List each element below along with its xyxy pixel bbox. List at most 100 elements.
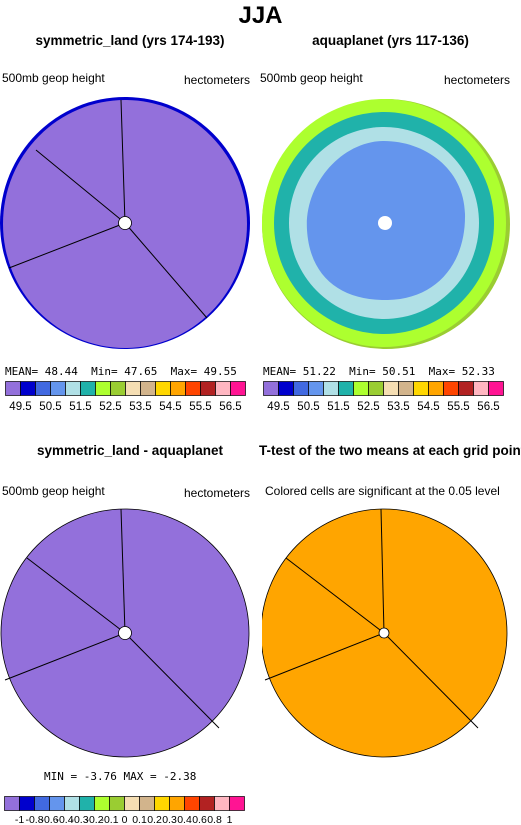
colorbar-tick-label: 0 [122, 814, 128, 825]
colorbar-cell [185, 381, 201, 396]
panel3-title: symmetric_land - aquaplanet [36, 443, 224, 458]
colorbar-cell [458, 381, 474, 396]
colorbar-tick-label: 54.5 [159, 401, 181, 413]
colorbar-tick-label: -0.2 [85, 814, 103, 825]
colorbar-cell [140, 381, 156, 396]
panel1-map [0, 97, 250, 349]
colorbar-tick-label: 51.5 [69, 401, 91, 413]
panel1-max-label: Max= [170, 365, 198, 378]
colorbar-cell [95, 381, 111, 396]
panel3-max-value: -2.38 [163, 770, 197, 783]
colorbar-tick-label: -0.1 [100, 814, 118, 825]
colorbar-cell [155, 381, 171, 396]
colorbar-tick-label: -0.6 [40, 814, 58, 825]
colorbar-tick-label: 53.5 [387, 401, 409, 413]
colorbar-cell [4, 796, 20, 811]
panel1-continent-outlines [8, 99, 208, 319]
panel4-left-label: Colored cells are significant at the 0.0… [265, 484, 500, 498]
panel3-left-label: 500mb geop height [2, 484, 105, 498]
panel1-min-label: Min= [91, 365, 118, 378]
colorbar-cell [20, 381, 36, 396]
panel1-max-value: 49.55 [203, 365, 237, 378]
panel2-colorbar: 49.5 50.5 51.5 52.5 53.5 54.5 55.5 56.5 [263, 381, 504, 413]
colorbar-cell [214, 796, 230, 811]
colorbar-cell [154, 796, 170, 811]
colorbar-tick-label: -0.3 [70, 814, 88, 825]
colorbar-cell [263, 381, 279, 396]
colorbar-cell [64, 796, 80, 811]
colorbar-cell [49, 796, 65, 811]
colorbar-tick-label: 0.6 [192, 814, 207, 825]
colorbar-tick-label: 0.3 [162, 814, 177, 825]
colorbar-tick-label: 55.5 [189, 401, 211, 413]
main-title: JJA [238, 2, 283, 29]
panel1-left-label: 500mb geop height [2, 71, 105, 85]
panel4-pole-marker [378, 627, 390, 639]
colorbar-cell [94, 796, 110, 811]
panel4-continent-outlines [264, 508, 479, 729]
colorbar-tick-label: 0.2 [147, 814, 162, 825]
colorbar-cell [413, 381, 429, 396]
panel2-mean-value: 51.22 [302, 365, 336, 378]
colorbar-tick-label: 55.5 [447, 401, 469, 413]
colorbar-tick-label: -0.4 [55, 814, 73, 825]
panel3-pole-marker [118, 626, 132, 640]
colorbar-tick-label: 50.5 [297, 401, 319, 413]
colorbar-cell [184, 796, 200, 811]
panel2-pole-marker [378, 216, 392, 230]
colorbar-cell [34, 796, 50, 811]
colorbar-cell [65, 381, 81, 396]
panel1-mean-label: MEAN= [5, 365, 39, 378]
panel2-right-label: hectometers [444, 73, 511, 87]
panel2-min-label: Min= [349, 365, 376, 378]
colorbar-tick-label: 52.5 [99, 401, 121, 413]
colorbar-cell [353, 381, 369, 396]
panel1-min-value: 47.65 [124, 365, 158, 378]
colorbar-cell [139, 796, 155, 811]
colorbar-cell [488, 381, 504, 396]
colorbar-cell [368, 381, 384, 396]
panel1-right-label: hectometers [184, 73, 251, 87]
colorbar-tick-label: 53.5 [129, 401, 151, 413]
colorbar-cell [125, 381, 141, 396]
colorbar-cell [124, 796, 140, 811]
colorbar-tick-label: 49.5 [9, 401, 31, 413]
colorbar-tick-label: 1 [227, 814, 233, 825]
panel2-left-label: 500mb geop height [260, 71, 363, 85]
panel1-colorbar: 49.5 50.5 51.5 52.5 53.5 54.5 55.5 56.5 [5, 381, 246, 413]
panel2-min-value: 50.51 [382, 365, 416, 378]
colorbar-cell [199, 796, 215, 811]
colorbar-cell [383, 381, 399, 396]
colorbar-cell [398, 381, 414, 396]
colorbar-cell [230, 381, 246, 396]
panel4-title: T-test of the two means at each grid poi… [259, 443, 521, 458]
colorbar-tick-label: 56.5 [477, 401, 499, 413]
colorbar-cell [428, 381, 444, 396]
colorbar-cell [308, 381, 324, 396]
panel3-right-label: hectometers [184, 486, 251, 500]
colorbar-tick-label: 54.5 [417, 401, 439, 413]
panel2-stats: MEAN= 51.22 Min= 50.51 Max= 52.33 [263, 365, 495, 378]
colorbar-tick-label: 0.1 [132, 814, 147, 825]
colorbar-tick-label: 0.8 [207, 814, 222, 825]
panel3-colorbar: -1 -0.8-0.6-0.4-0.3-0.2-0.1 0 0.1 0.2 0.3 0.4 0… [4, 796, 245, 825]
colorbar-cell [293, 381, 309, 396]
colorbar-cell [215, 381, 231, 396]
colorbar-tick-label: 0.4 [177, 814, 192, 825]
colorbar-cell [50, 381, 66, 396]
panel3-min-label: MIN = [44, 770, 78, 783]
colorbar-tick-label: 56.5 [219, 401, 241, 413]
colorbar-cell [109, 796, 125, 811]
colorbar-cell [110, 381, 126, 396]
panel1-title: symmetric_land (yrs 174-193) [35, 33, 225, 48]
panel2-max-label: Max= [428, 365, 456, 378]
colorbar-cell [5, 381, 21, 396]
colorbar-cell [338, 381, 354, 396]
panel2-map [262, 99, 510, 349]
colorbar-tick-label: -0.8 [25, 814, 43, 825]
colorbar-cell [229, 796, 245, 811]
panel2-max-value: 52.33 [461, 365, 495, 378]
panel1-pole-marker [118, 216, 132, 230]
colorbar-cell [443, 381, 459, 396]
panel3-continent-outlines [4, 508, 220, 729]
